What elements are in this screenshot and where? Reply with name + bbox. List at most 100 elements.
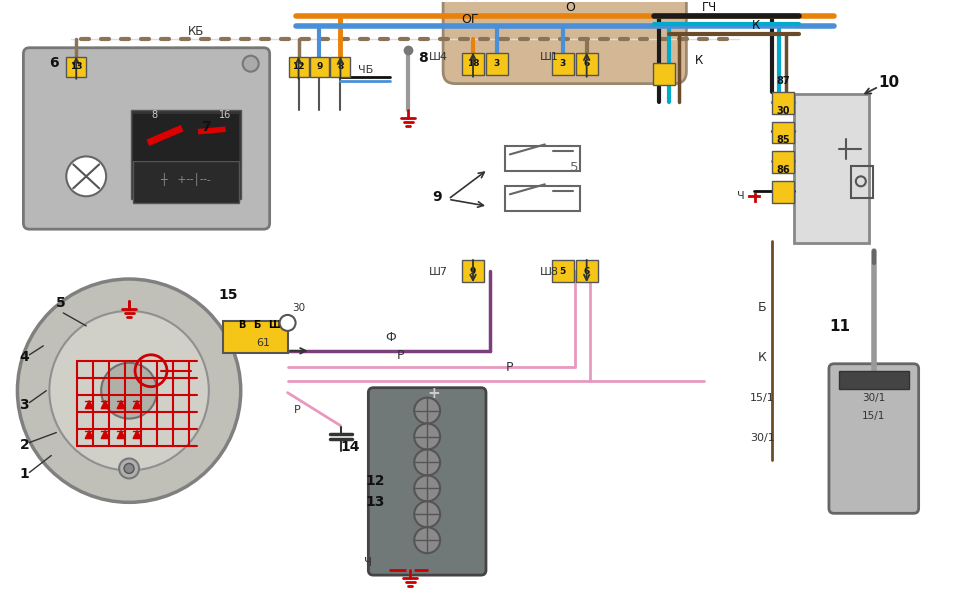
Text: 85: 85 (777, 136, 790, 146)
Bar (576, 53, 598, 75)
Circle shape (279, 315, 296, 331)
Bar (552, 260, 574, 282)
Bar (133, 114, 239, 161)
Polygon shape (117, 401, 125, 409)
Text: +: + (427, 386, 440, 401)
Text: 30: 30 (777, 106, 790, 115)
Text: Р: Р (506, 361, 514, 374)
Polygon shape (101, 430, 109, 438)
Text: О: О (564, 1, 575, 14)
Polygon shape (85, 430, 93, 438)
Bar (772, 91, 794, 114)
Circle shape (124, 464, 134, 473)
Polygon shape (117, 430, 125, 438)
Text: 3: 3 (19, 398, 29, 411)
Text: Ч: Ч (737, 192, 745, 201)
Polygon shape (101, 401, 109, 409)
Text: 18: 18 (467, 59, 479, 68)
Text: 3: 3 (493, 59, 500, 68)
Bar (772, 181, 794, 203)
Bar (132, 109, 241, 200)
Polygon shape (85, 401, 93, 409)
Text: Р: Р (396, 349, 404, 362)
Text: ┼   +╌│╌-: ┼ +╌│╌- (160, 173, 211, 186)
Text: 15: 15 (219, 288, 238, 302)
Text: Ф: Ф (385, 331, 396, 344)
Bar (794, 93, 869, 243)
Text: Б: Б (252, 320, 260, 330)
Bar (505, 146, 580, 171)
Bar (576, 260, 598, 282)
Text: К: К (757, 351, 767, 363)
Text: 9: 9 (432, 190, 442, 204)
Text: 7: 7 (201, 120, 210, 134)
Text: ЧБ: ЧБ (358, 64, 373, 75)
Text: 30/1: 30/1 (862, 393, 885, 403)
Circle shape (414, 475, 440, 502)
Bar (133, 161, 239, 203)
Text: 30: 30 (292, 303, 305, 313)
FancyBboxPatch shape (369, 387, 486, 575)
Text: Ч: Ч (365, 556, 372, 569)
Text: 4: 4 (19, 350, 29, 363)
Circle shape (414, 502, 440, 527)
Bar (462, 260, 484, 282)
Text: 6: 6 (584, 266, 589, 276)
Text: 87: 87 (777, 76, 790, 85)
Text: 6: 6 (49, 56, 59, 69)
Bar (772, 122, 794, 144)
Text: Ш1: Ш1 (540, 52, 559, 61)
Text: 13: 13 (366, 495, 385, 510)
Text: ГЧ: ГЧ (702, 1, 717, 14)
Bar (289, 56, 308, 77)
Text: 86: 86 (777, 165, 790, 176)
Text: К: К (695, 53, 704, 67)
Text: 8: 8 (419, 51, 428, 64)
Text: К: К (752, 19, 760, 33)
Text: 12: 12 (366, 475, 385, 488)
Circle shape (49, 311, 209, 470)
FancyBboxPatch shape (444, 0, 686, 84)
Text: Ш4: Ш4 (429, 52, 448, 61)
Text: 9: 9 (316, 62, 323, 71)
Bar (839, 371, 909, 389)
Bar (223, 321, 288, 353)
Bar (851, 166, 873, 198)
Text: 16: 16 (219, 109, 231, 120)
Text: 11: 11 (828, 319, 850, 334)
Text: 15/1: 15/1 (862, 411, 885, 421)
Text: КБ: КБ (188, 25, 204, 38)
Text: 9: 9 (469, 266, 476, 276)
Polygon shape (133, 401, 141, 409)
Text: Ш8: Ш8 (540, 267, 559, 277)
Bar (462, 53, 484, 75)
Text: Б: Б (757, 301, 766, 314)
Text: 5: 5 (560, 266, 565, 276)
Bar (66, 56, 86, 77)
Text: 1: 1 (19, 467, 29, 481)
Bar (654, 63, 676, 85)
Circle shape (66, 157, 107, 196)
FancyBboxPatch shape (828, 363, 919, 513)
Bar (309, 56, 329, 77)
Text: 2: 2 (19, 438, 29, 451)
Circle shape (243, 56, 258, 72)
Text: 8: 8 (337, 62, 344, 71)
Text: 13: 13 (70, 62, 83, 71)
Text: Ш: Ш (268, 320, 279, 330)
Text: 8: 8 (151, 109, 157, 120)
Text: 61: 61 (256, 338, 271, 348)
Bar (505, 186, 580, 211)
Text: В: В (238, 320, 245, 330)
Circle shape (414, 424, 440, 449)
Polygon shape (133, 430, 141, 438)
Text: 6: 6 (584, 59, 589, 68)
Circle shape (119, 459, 139, 478)
Bar (552, 53, 574, 75)
Text: Ш7: Ш7 (429, 267, 448, 277)
Circle shape (414, 449, 440, 475)
Text: 10: 10 (878, 75, 900, 90)
Text: 12: 12 (292, 62, 305, 71)
Bar (772, 152, 794, 173)
Text: 30/1: 30/1 (750, 432, 775, 443)
